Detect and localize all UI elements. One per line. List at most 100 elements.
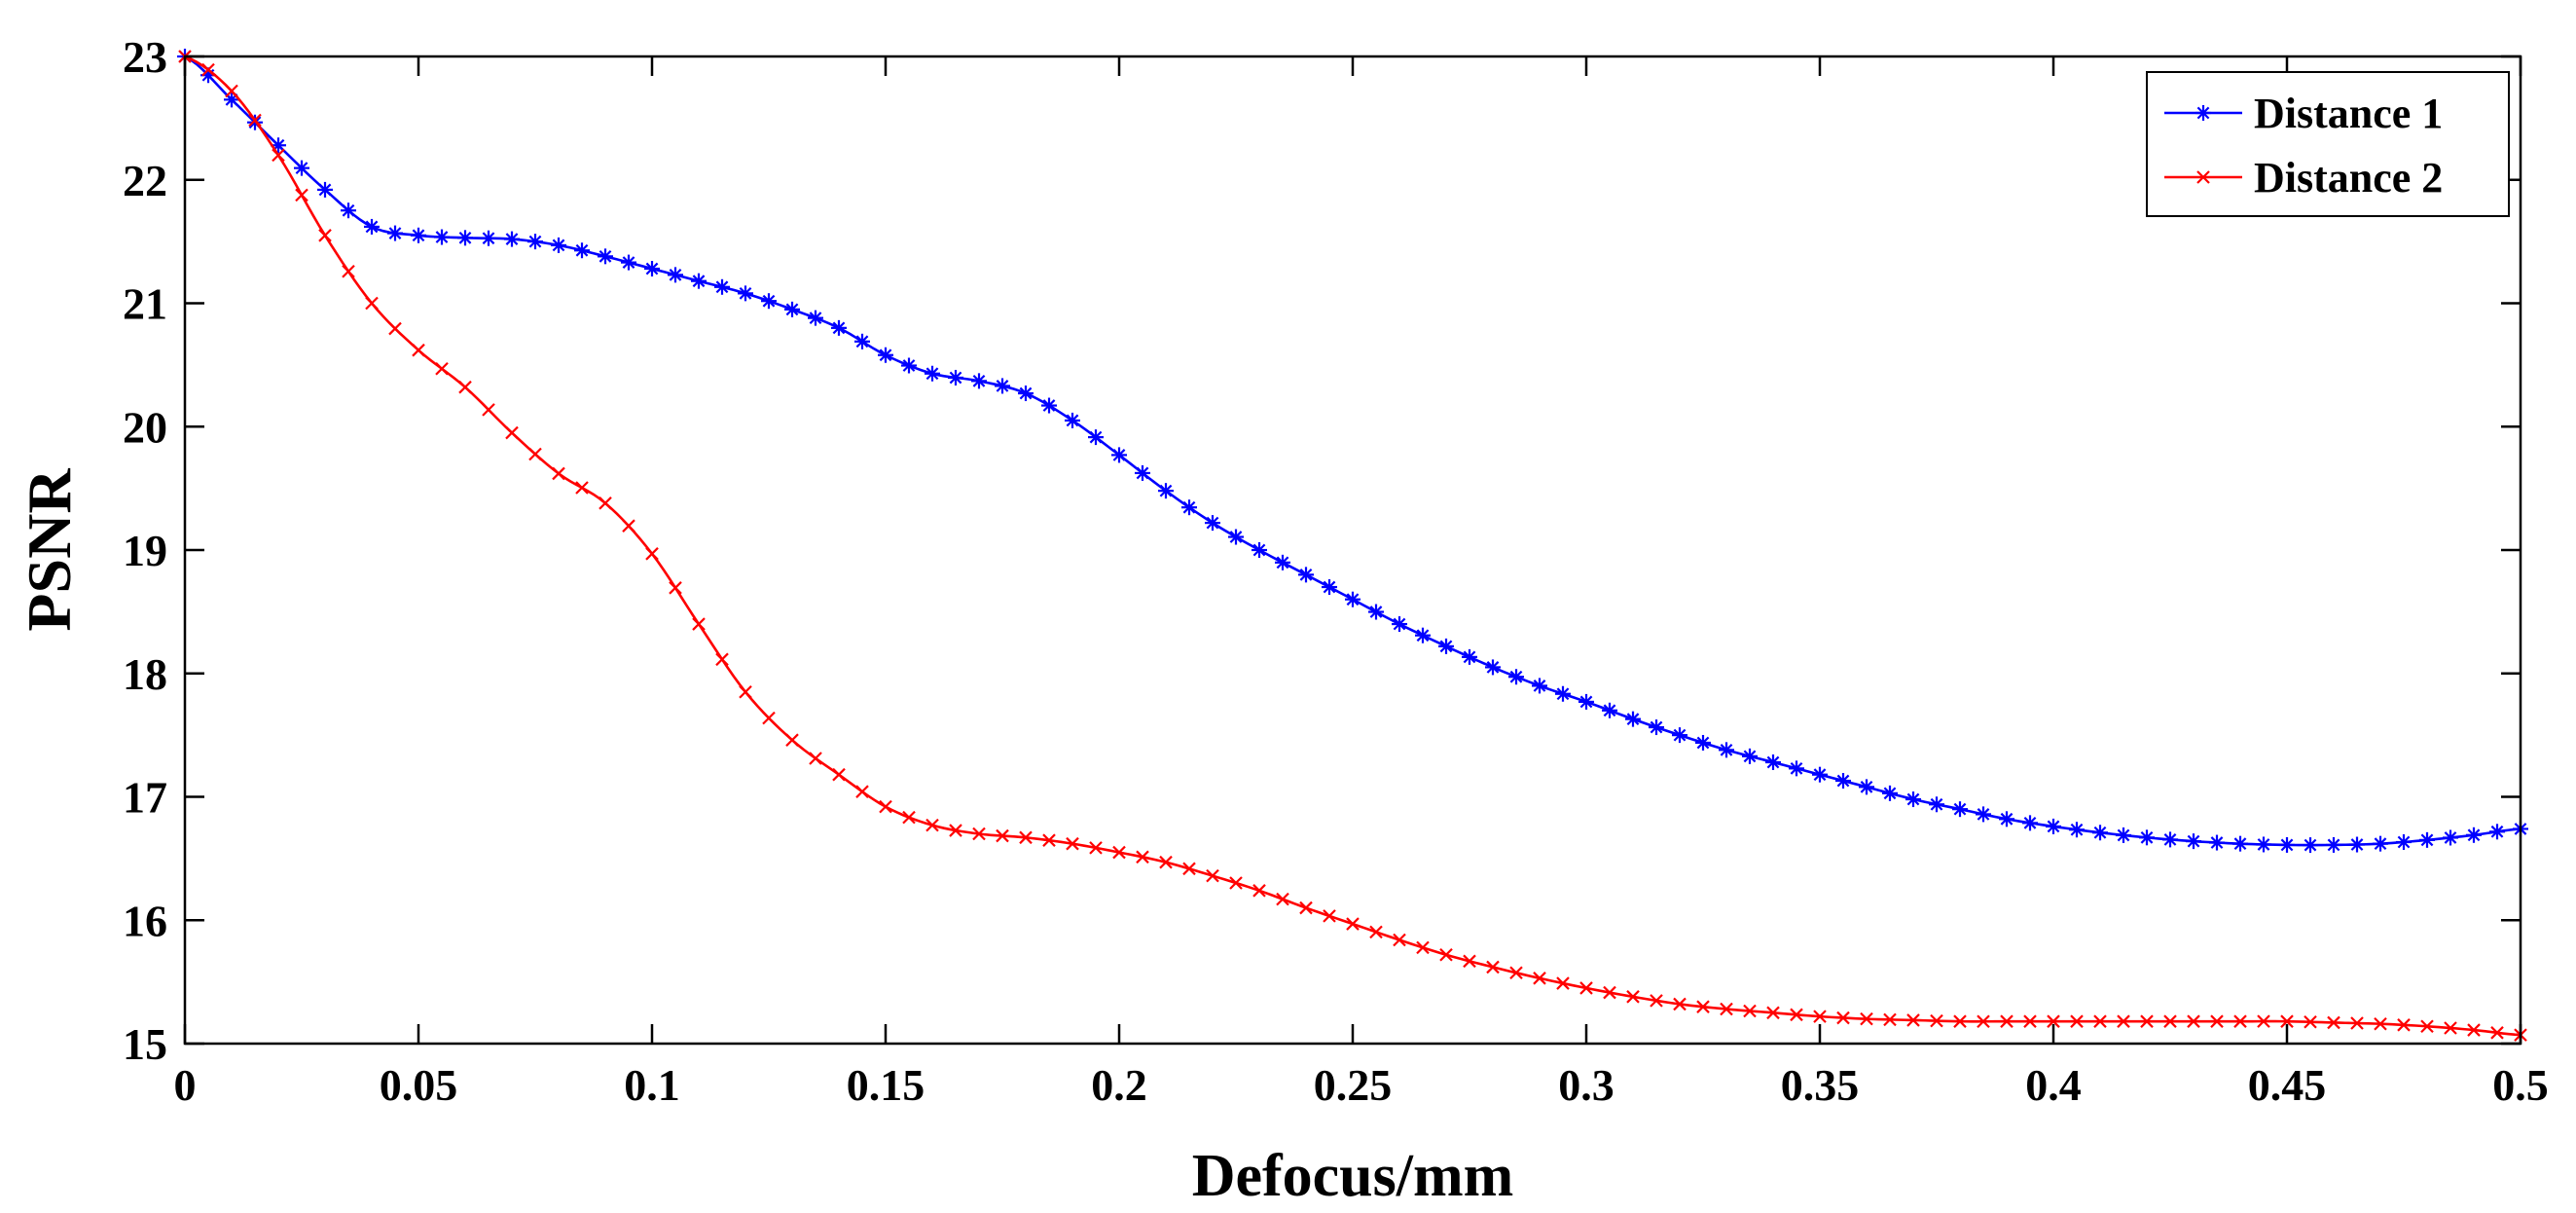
data-point [294,160,309,176]
data-point [784,301,800,317]
marker-stroke [2327,1015,2340,1030]
data-point [739,684,752,699]
marker-stroke [2023,1014,2037,1028]
marker-stroke [2280,838,2294,852]
marker-stroke [645,262,659,276]
data-point [949,824,962,837]
data-point [2163,1014,2177,1028]
marker-stroke [1323,909,1336,923]
marker-stroke [1790,761,1803,775]
marker-stroke [575,481,589,495]
data-point [2140,1014,2154,1028]
marker-stroke [692,275,706,288]
data-point [1041,397,1057,414]
data-point [831,319,847,336]
data-point [854,333,870,349]
marker-stroke [482,403,495,417]
marker-stroke [1299,901,1313,915]
data-point [1463,954,1476,969]
marker-stroke [599,496,612,510]
marker-stroke [1579,981,1593,995]
marker-stroke [458,380,472,394]
marker-stroke [2047,820,2060,833]
marker-stroke [1743,1004,1757,1018]
marker-stroke [1790,1008,1803,1022]
data-point [248,113,262,128]
data-point [1369,925,1383,939]
data-point [2256,836,2271,853]
marker-stroke [1439,640,1453,653]
data-point [1673,997,1687,1011]
marker-stroke [318,183,332,197]
marker-stroke [2233,837,2247,851]
data-point [1835,773,1851,790]
data-point [504,231,520,247]
data-point [1089,841,1103,855]
marker-stroke [1626,990,1640,1004]
marker-stroke [1229,876,1243,890]
data-point [925,818,939,832]
marker-stroke [1603,704,1616,717]
marker-stroke [482,232,495,245]
marker-stroke [1579,695,1593,709]
data-point [2069,822,2085,838]
marker-stroke [1696,736,1710,750]
marker-stroke [739,684,752,699]
data-point [1976,806,1991,823]
marker-stroke [1323,580,1336,594]
marker-stroke [2327,838,2340,852]
marker-stroke [1836,1011,1850,1025]
marker-stroke [2117,828,2130,842]
legend-label: Distance 1 [2254,90,2443,137]
marker-stroke [528,447,542,461]
data-point [505,425,519,440]
data-point [972,827,986,841]
data-point [575,481,589,495]
x-tick-label: 0.35 [1781,1060,1860,1110]
marker-stroke [1906,1013,1920,1027]
marker-stroke [1813,1010,1827,1023]
marker-stroke [1019,830,1033,845]
y-tick-label: 21 [123,279,167,329]
marker-stroke [2163,1014,2177,1028]
marker-stroke [1229,531,1243,543]
marker-stroke [1159,855,1173,869]
data-point [1275,554,1290,570]
marker-stroke [2280,1014,2294,1028]
data-point [2046,818,2061,834]
data-point [2374,1016,2387,1031]
marker-stroke [1509,670,1523,683]
data-point [1159,855,1173,869]
data-point [2327,1015,2340,1030]
data-point [1953,1014,1967,1028]
marker-stroke [1369,606,1383,618]
y-tick-label: 23 [123,32,167,82]
marker-stroke [365,296,379,311]
marker-stroke [1860,1011,1873,1026]
data-point [1276,892,1289,906]
marker-stroke [1416,940,1430,955]
legend-box [2146,71,2510,217]
marker-stroke [855,785,869,798]
marker-stroke [1556,687,1570,701]
marker-stroke [996,380,1009,392]
marker-stroke [879,349,892,362]
data-point [971,373,987,389]
data-point [1650,994,1663,1008]
data-point [574,242,590,259]
x-tick-label: 0 [174,1060,197,1110]
marker-stroke [1906,792,1920,806]
marker-stroke [505,425,519,440]
data-point [1696,1000,1710,1013]
data-point [1486,960,1500,974]
marker-stroke [902,810,916,825]
data-point [1860,1011,1873,1026]
marker-stroke [1883,787,1897,800]
data-point [1977,1014,1990,1029]
marker-stroke [272,148,285,163]
data-point [1181,499,1197,516]
data-point [668,267,683,283]
data-point [901,357,917,374]
marker-stroke [505,233,519,245]
y-axis-title: PSNR [15,468,84,632]
